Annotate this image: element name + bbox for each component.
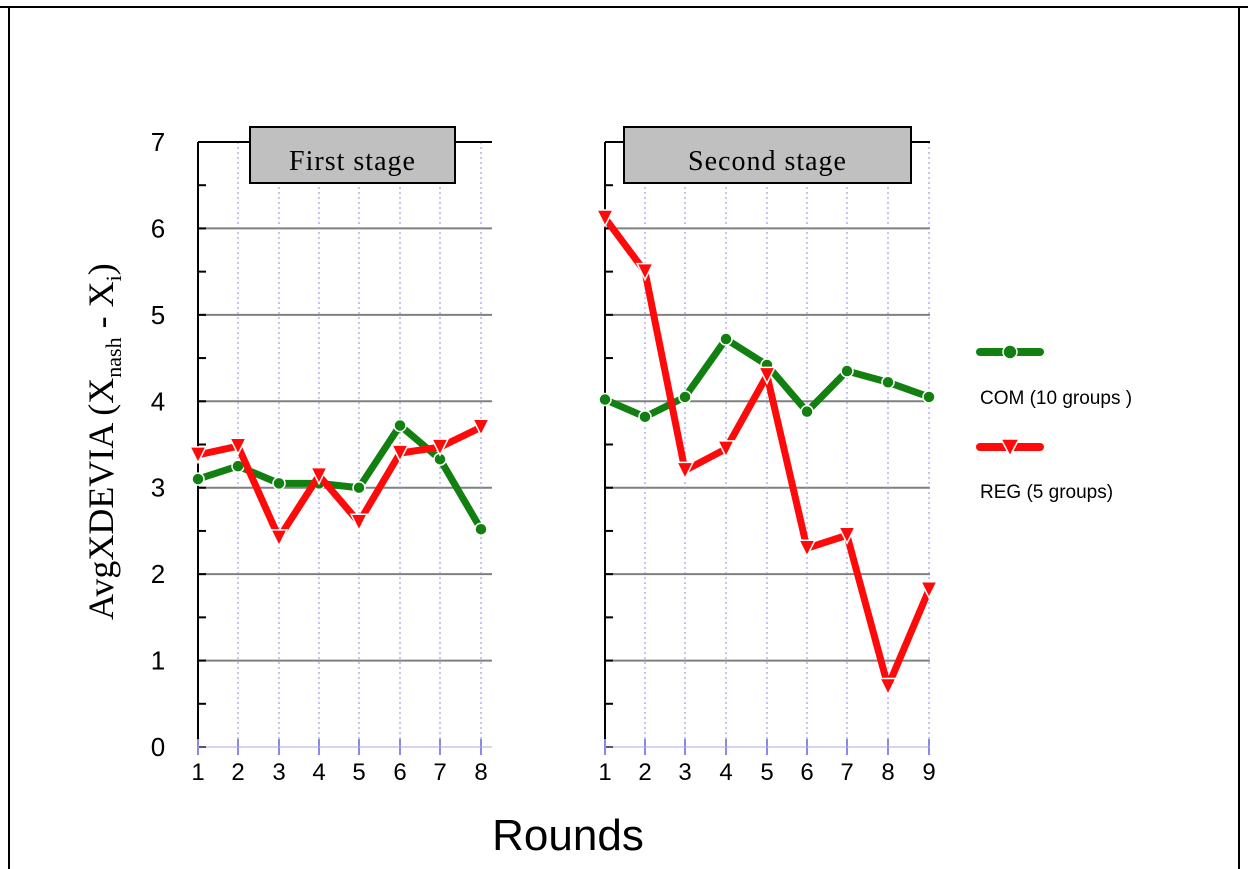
- x-tick-label: 8: [474, 759, 487, 786]
- x-tick-label: 4: [312, 759, 325, 786]
- x-tick-label: 5: [760, 759, 773, 786]
- point-com: [800, 404, 814, 419]
- point-reg: [309, 466, 329, 486]
- point-com: [598, 392, 612, 407]
- panel-title: First stage: [289, 146, 416, 177]
- x-tick-label: 9: [922, 759, 935, 786]
- x-tick-label: 2: [638, 759, 651, 786]
- point-reg: [919, 580, 939, 600]
- x-tick-label: 2: [231, 759, 244, 786]
- y-tick-label: 4: [151, 386, 165, 416]
- y-tick-label: 2: [151, 559, 165, 589]
- x-tick-label: 7: [433, 759, 446, 786]
- x-tick-label: 1: [598, 759, 611, 786]
- series-line-reg: [194, 423, 485, 542]
- legend-label-reg: REG (5 groups): [980, 482, 1113, 503]
- point-com: [840, 364, 854, 378]
- legend-marker-reg: [999, 438, 1021, 458]
- point-reg: [675, 461, 695, 481]
- point-reg: [471, 418, 491, 437]
- point-com: [719, 332, 733, 346]
- point-reg: [797, 539, 817, 558]
- y-tick-label: 6: [151, 213, 165, 243]
- point-reg: [878, 677, 898, 697]
- point-reg: [349, 513, 369, 532]
- x-tick-label: 8: [881, 759, 894, 786]
- x-tick-label: 3: [678, 759, 691, 786]
- point-com: [638, 410, 652, 424]
- x-tick-label: 6: [393, 759, 406, 786]
- x-tick-label: 3: [272, 759, 285, 786]
- point-reg: [390, 444, 410, 463]
- point-com: [272, 476, 286, 491]
- point-com: [393, 418, 407, 433]
- point-com: [352, 480, 366, 495]
- point-com: [191, 472, 205, 486]
- x-tick-label: 4: [719, 759, 732, 786]
- y-tick-label: 5: [151, 300, 165, 330]
- point-com: [678, 390, 692, 404]
- y-tick-label: 1: [151, 646, 165, 676]
- point-reg: [757, 366, 777, 386]
- legend-marker-com: [1002, 344, 1018, 360]
- point-com: [922, 390, 936, 404]
- point-reg: [430, 438, 450, 457]
- x-tick-label: 5: [352, 759, 365, 786]
- point-reg: [837, 526, 857, 545]
- point-reg: [716, 440, 736, 459]
- y-tick-label: 7: [151, 127, 165, 157]
- x-axis-label: Rounds: [492, 811, 644, 860]
- legend-label-com: COM (10 groups ): [980, 388, 1132, 409]
- point-reg: [635, 262, 655, 282]
- point-reg: [228, 437, 248, 456]
- point-reg: [269, 529, 289, 548]
- x-tick-label: 1: [191, 759, 204, 786]
- point-reg: [188, 446, 208, 465]
- y-tick-label: 0: [151, 732, 165, 762]
- y-tick-label: 3: [151, 473, 165, 503]
- panel-title: Second stage: [688, 146, 847, 177]
- point-reg: [595, 209, 615, 228]
- point-com: [881, 375, 895, 390]
- panel-title-box: [249, 126, 456, 184]
- panel-title-box: [623, 126, 912, 184]
- point-com: [474, 522, 488, 536]
- x-tick-label: 7: [840, 759, 853, 786]
- y-axis-label: AvgXDEVIA (Xnash - Xi): [81, 263, 126, 620]
- x-tick-label: 6: [800, 759, 813, 786]
